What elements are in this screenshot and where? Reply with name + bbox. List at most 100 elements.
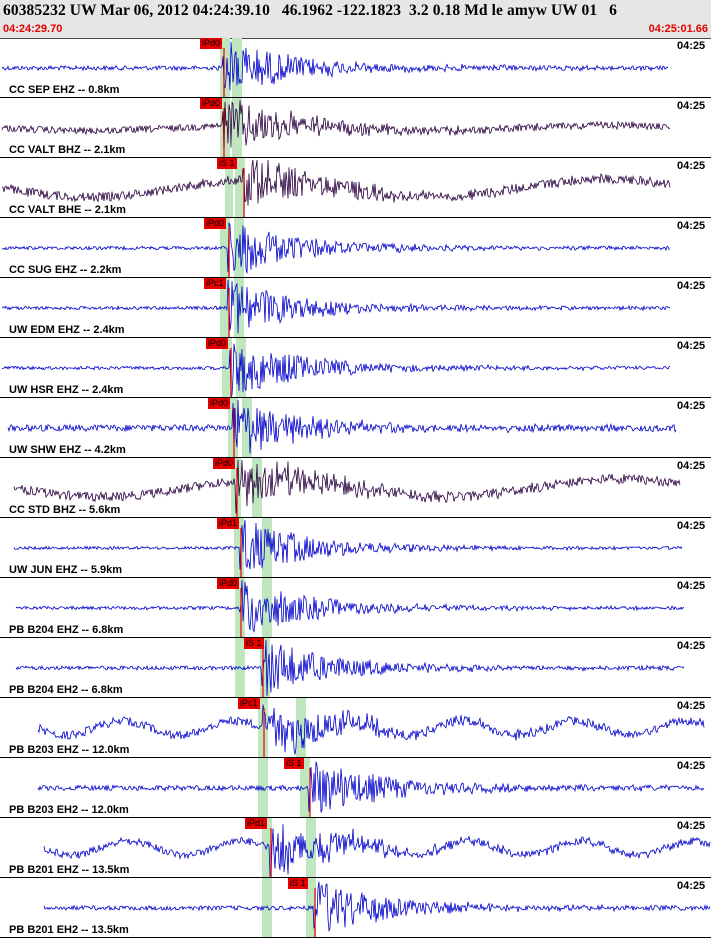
trace-waveform	[15, 638, 685, 697]
trace-waveform	[1, 38, 669, 97]
trace-panel[interactable]: iPc1 04:25 UW EDM EHZ -- 2.4km	[0, 278, 711, 338]
waveform-line	[1, 100, 671, 157]
trace-time-label: 04:25	[676, 640, 707, 652]
channel-label: PB B203 EHZ -- 12.0km	[9, 744, 130, 756]
pick-label[interactable]: iPd0	[217, 578, 240, 589]
trace-panel[interactable]: iPc1 04:25 PB B203 EHZ -- 12.0km	[0, 698, 711, 758]
channel-label: PB B201 EH2 -- 13.5km	[9, 924, 129, 936]
trace-time-label: 04:25	[676, 580, 707, 592]
trace-waveform	[43, 818, 711, 877]
waveform-line	[1, 41, 669, 91]
trace-panel[interactable]: iPd0 04:25 PB B204 EHZ -- 6.8km	[0, 578, 711, 638]
channel-label: UW SHW EHZ -- 4.2km	[9, 444, 126, 456]
pick-label[interactable]: iS 1	[244, 638, 264, 649]
waveform-line	[1, 222, 671, 274]
pick-label[interactable]: iPd0	[204, 218, 227, 229]
trace-panel[interactable]: iPd0 04:25 UW HSR EHZ -- 2.4km	[0, 338, 711, 398]
trace-panel[interactable]: iS 1 04:25 PB B203 EH2 -- 12.0km	[0, 758, 711, 818]
pick-label[interactable]: iPd0	[213, 458, 236, 469]
pick-label[interactable]: iPc1	[238, 698, 260, 709]
analysis-window	[222, 338, 232, 397]
trace-panel[interactable]: iPd0 04:25 CC VALT BHZ -- 2.1km	[0, 98, 711, 158]
analysis-window	[262, 878, 272, 937]
analysis-window	[235, 158, 245, 217]
channel-label: PB B201 EHZ -- 13.5km	[9, 864, 130, 876]
trace-waveform	[7, 398, 677, 457]
waveform-line	[1, 159, 671, 206]
analysis-window	[232, 38, 242, 97]
event-title: 60385232 UW Mar 06, 2012 04:24:39.10 46.…	[3, 2, 618, 19]
trace-time-label: 04:25	[676, 820, 707, 832]
analysis-window	[220, 98, 230, 157]
channel-label: UW HSR EHZ -- 2.4km	[9, 384, 124, 396]
channel-label: UW EDM EHZ -- 2.4km	[9, 324, 125, 336]
trace-time-label: 04:25	[676, 880, 707, 892]
analysis-window	[234, 218, 244, 277]
channel-label: CC VALT BHZ -- 2.1km	[9, 144, 126, 156]
trace-panel[interactable]: iS 1 04:25 PB B201 EH2 -- 13.5km	[0, 878, 711, 938]
pick-label[interactable]: iPd0	[200, 38, 223, 49]
start-time-label: 04:24:29.70	[3, 23, 63, 35]
analysis-window	[306, 878, 316, 937]
trace-waveform	[37, 698, 705, 757]
analysis-window	[235, 578, 245, 637]
pick-label[interactable]: iPc1	[204, 278, 226, 289]
analysis-window	[231, 458, 241, 517]
pick-label[interactable]: iS 1	[217, 158, 237, 169]
pick-label[interactable]: iS 1	[288, 878, 308, 889]
trace-panel[interactable]: iS 1 04:25 CC VALT BHE -- 2.1km	[0, 158, 711, 218]
trace-waveform	[13, 458, 681, 517]
analysis-window	[306, 818, 316, 877]
analysis-window	[262, 518, 272, 577]
analysis-window	[252, 458, 262, 517]
pick-label[interactable]: iPd1	[245, 818, 268, 829]
analysis-window	[258, 698, 268, 757]
trace-waveform	[1, 278, 671, 337]
trace-time-label: 04:25	[676, 460, 707, 472]
waveform-line	[1, 343, 671, 397]
trace-time-label: 04:25	[676, 700, 707, 712]
channel-label: CC VALT BHE -- 2.1km	[9, 204, 126, 216]
waveform-line	[7, 399, 677, 454]
trace-waveform	[37, 758, 705, 817]
trace-time-label: 04:25	[676, 280, 707, 292]
channel-label: PB B204 EH2 -- 6.8km	[9, 684, 123, 696]
pick-label[interactable]: iS 1	[284, 758, 304, 769]
trace-waveform	[13, 518, 683, 577]
waveform-line	[43, 824, 711, 877]
trace-panel[interactable]: iPd1 04:25 UW JUN EHZ -- 5.9km	[0, 518, 711, 578]
waveform-line	[13, 459, 681, 514]
trace-time-label: 04:25	[676, 220, 707, 232]
analysis-window	[220, 278, 230, 337]
trace-panel[interactable]: iPd1 04:25 PB B201 EHZ -- 13.5km	[0, 818, 711, 878]
channel-label: CC SEP EHZ -- 0.8km	[9, 84, 120, 96]
waveform-line	[13, 519, 683, 570]
waveform-line	[15, 579, 685, 633]
analysis-window	[262, 578, 272, 637]
trace-time-label: 04:25	[676, 520, 707, 532]
trace-time-label: 04:25	[676, 40, 707, 52]
analysis-window	[225, 158, 233, 217]
analysis-window	[232, 98, 242, 157]
analysis-window	[260, 638, 270, 697]
trace-waveform	[43, 878, 711, 937]
trace-waveform	[1, 218, 671, 277]
trace-panel[interactable]: iPd0 04:25 CC SEP EHZ -- 0.8km	[0, 38, 711, 98]
trace-panel[interactable]: iPd0 04:25 CC STD BHZ -- 5.6km	[0, 458, 711, 518]
header-bar: 60385232 UW Mar 06, 2012 04:24:39.10 46.…	[0, 0, 711, 39]
trace-panel[interactable]: iPd0 04:25 UW SHW EHZ -- 4.2km	[0, 398, 711, 458]
waveform-line	[15, 639, 685, 696]
trace-waveform	[1, 338, 671, 397]
channel-label: PB B203 EH2 -- 12.0km	[9, 804, 129, 816]
trace-panel[interactable]: iPd0 04:25 CC SUG EHZ -- 2.2km	[0, 218, 711, 278]
pick-label[interactable]: iPd0	[208, 398, 231, 409]
pick-label[interactable]: iPd1	[217, 518, 240, 529]
trace-time-label: 04:25	[676, 340, 707, 352]
waveform-line	[37, 761, 705, 813]
trace-panel[interactable]: iS 1 04:25 PB B204 EH2 -- 6.8km	[0, 638, 711, 698]
pick-label[interactable]: iPd0	[200, 98, 223, 109]
channel-label: CC STD BHZ -- 5.6km	[9, 504, 121, 516]
pick-label[interactable]: iPd0	[206, 338, 229, 349]
trace-waveform	[1, 98, 671, 157]
channel-label: PB B204 EHZ -- 6.8km	[9, 624, 124, 636]
